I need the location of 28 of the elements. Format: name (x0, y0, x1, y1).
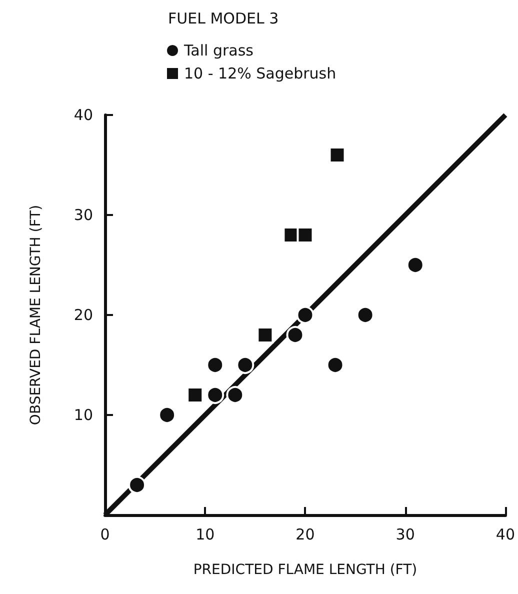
y-tick-label: 10 (74, 406, 93, 424)
point (286, 326, 304, 344)
x-tick-label: 40 (496, 526, 516, 544)
point (226, 386, 244, 404)
point (256, 326, 274, 344)
legend-label: 10 - 12% Sagebrush (184, 64, 336, 82)
x-tick-label: 30 (396, 526, 415, 544)
y-tick-label: 30 (74, 206, 93, 224)
point (328, 146, 346, 164)
point (236, 356, 254, 374)
point (158, 406, 176, 424)
point (326, 356, 344, 374)
x-tick-label: 10 (196, 526, 215, 544)
legend-label: Tall grass (183, 42, 254, 60)
y-axis-title: OBSERVED FLAME LENGTH (FT) (28, 204, 44, 426)
point (356, 306, 374, 324)
point (186, 386, 204, 404)
y-tick-label: 40 (74, 106, 93, 124)
point (296, 306, 314, 324)
point (206, 386, 224, 404)
x-tick-label: 20 (296, 526, 315, 544)
x-axis-title: PREDICTED FLAME LENGTH (FT) (193, 562, 418, 578)
legend-title: FUEL MODEL 3 (168, 10, 279, 28)
point (406, 256, 424, 274)
x-tick-label: 0 (100, 526, 110, 544)
point (206, 356, 224, 374)
point (296, 226, 314, 244)
y-tick-label: 20 (74, 306, 93, 324)
